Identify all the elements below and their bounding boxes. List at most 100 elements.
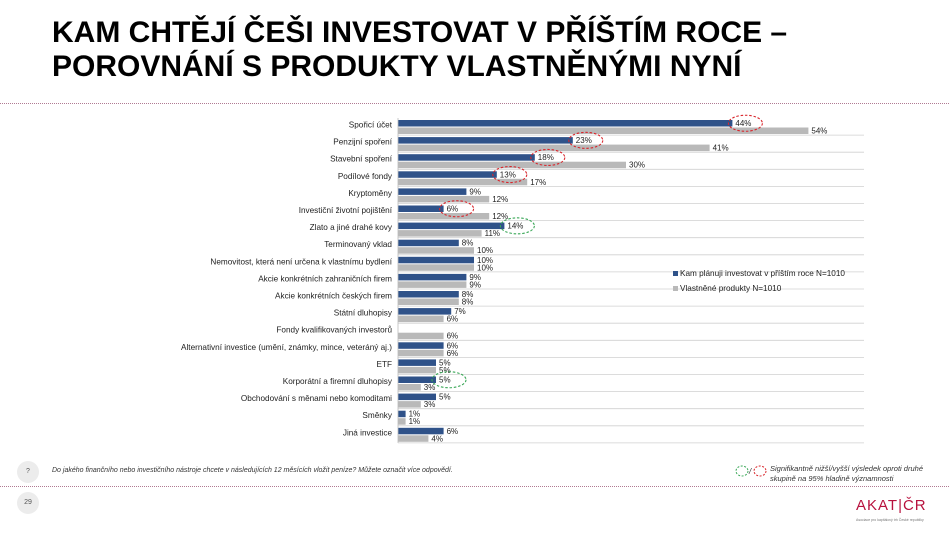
category-label: Investiční životní pojištění: [299, 206, 393, 215]
data-label-own: 12%: [492, 212, 508, 221]
bar-plan: [398, 359, 436, 366]
data-label-plan: 6%: [447, 427, 459, 436]
category-label: Penzijní spoření: [333, 138, 392, 147]
bar-own: [398, 127, 809, 134]
bar-own: [398, 315, 444, 323]
bar-plan: [398, 120, 733, 127]
bar-plan: [398, 393, 436, 401]
data-label-plan: 6%: [447, 205, 459, 214]
data-label-plan: 9%: [469, 273, 481, 282]
data-label-plan: 6%: [447, 341, 459, 350]
data-label-own: 10%: [477, 263, 493, 272]
bar-plan: [398, 222, 505, 230]
data-label-own: 4%: [431, 434, 443, 443]
category-label: Akcie konkrétních českých firem: [275, 292, 392, 301]
title-line-1: KAM CHTĚJÍ ČEŠI INVESTOVAT V PŘÍŠTÍM ROC…: [52, 16, 788, 49]
category-label: Spořicí účet: [349, 121, 393, 130]
category-label: Podílové fondy: [338, 172, 393, 181]
bar-own: [398, 332, 444, 340]
category-label: Zlato a jiné drahé kovy: [310, 223, 393, 232]
data-label-plan: 14%: [507, 222, 523, 231]
bar-plan: [398, 342, 444, 349]
bar-own: [398, 178, 528, 186]
bar-plan: [398, 171, 497, 178]
bar-plan: [398, 410, 406, 418]
bar-own: [398, 349, 444, 357]
legend-label: Kam plánuji investovat v příštím roce N=…: [680, 269, 845, 278]
data-label-plan: 1%: [409, 410, 421, 419]
data-label-own: 6%: [447, 315, 459, 324]
data-label-plan: 7%: [454, 307, 466, 316]
category-label: Stavební spoření: [330, 155, 393, 164]
data-label-own: 6%: [447, 332, 459, 341]
data-label-own: 12%: [492, 195, 508, 204]
data-label-plan: 5%: [439, 393, 451, 402]
category-label: Alternativní investice (umění, známky, m…: [181, 343, 392, 352]
data-label-plan: 5%: [439, 358, 451, 367]
bar-plan: [398, 291, 459, 298]
page-number: 29: [17, 492, 39, 514]
data-label-plan: 5%: [439, 376, 451, 385]
data-label-plan: 23%: [576, 136, 592, 145]
data-label-plan: 10%: [477, 256, 493, 265]
logo-brand: AKAT|ČR: [856, 497, 927, 514]
data-label-own: 9%: [469, 280, 481, 289]
bar-own: [398, 247, 474, 254]
top-divider: [0, 103, 949, 104]
significance-lower-mark: [568, 131, 604, 149]
bar-plan: [398, 427, 444, 435]
category-label: Fondy kvalifikovaných investorů: [276, 325, 392, 335]
bar-plan: [398, 154, 535, 161]
category-label: Jiná investice: [343, 428, 393, 437]
bar-own: [398, 298, 459, 305]
data-label-plan: 9%: [469, 187, 481, 196]
bar-plan: [398, 308, 452, 315]
category-label: ETF: [377, 360, 392, 369]
bar-own: [398, 230, 482, 237]
page-title: KAM CHTĚJÍ ČEŠI INVESTOVAT V PŘÍŠTÍM ROC…: [52, 16, 922, 84]
bar-own: [398, 435, 429, 442]
bar-own: [398, 401, 421, 408]
bottom-divider: [0, 486, 949, 487]
category-label: Státní dluhopisy: [334, 309, 393, 318]
data-label-own: 3%: [424, 400, 436, 409]
data-label-own: 5%: [439, 366, 451, 375]
bar-own: [398, 281, 467, 288]
legend-swatch: [673, 286, 678, 291]
data-label-own: 30%: [629, 161, 645, 170]
category-label: Kryptoměny: [348, 189, 393, 198]
category-label: Obchodování s měnami nebo komoditami: [241, 394, 392, 403]
akat-logo: AKAT|ČR Asociace pro kapitálový trh Česk…: [856, 497, 942, 523]
bar-own: [398, 195, 490, 203]
bar-plan: [398, 256, 474, 264]
data-label-own: 54%: [811, 127, 827, 136]
data-label-plan: 13%: [500, 170, 516, 179]
significance-lower-mark: [530, 148, 566, 166]
bar-own: [398, 384, 421, 391]
significance-note-text: Signifikantně nižší/vyšší výsledek oprot…: [770, 464, 923, 483]
bar-chart: Spořicí účet 44% 54% Penzijní spoření 23% 41%…: [181, 114, 864, 444]
bar-own: [398, 213, 490, 220]
significance-higher-mark: [431, 371, 467, 389]
data-label-own: 17%: [530, 178, 546, 187]
bar-plan: [398, 205, 444, 212]
significance-ellipses-icon: /: [735, 465, 767, 477]
data-label-plan: 44%: [735, 119, 751, 128]
bar-own: [398, 264, 474, 271]
data-label-plan: 18%: [538, 153, 554, 162]
significance-higher-mark: [499, 217, 535, 235]
category-label: Terminovaný vklad: [324, 240, 392, 249]
bar-plan: [398, 137, 573, 144]
legend-swatch: [673, 271, 678, 276]
category-label: Nemovitost, která není určena k vlastním…: [210, 257, 392, 266]
data-label-own: 11%: [485, 229, 500, 238]
data-label-own: 10%: [477, 246, 493, 255]
bar-plan: [398, 376, 436, 383]
data-label-own: 8%: [462, 298, 474, 307]
significance-lower-mark: [492, 166, 528, 184]
title-line-2: POROVNÁNÍ S PRODUKTY VLASTNĚNÝMI NYNÍ: [52, 50, 742, 83]
bar-own: [398, 418, 406, 425]
significance-slash: /: [748, 467, 752, 476]
data-label-own: 6%: [447, 349, 459, 358]
significance-lower-mark: [727, 114, 763, 132]
